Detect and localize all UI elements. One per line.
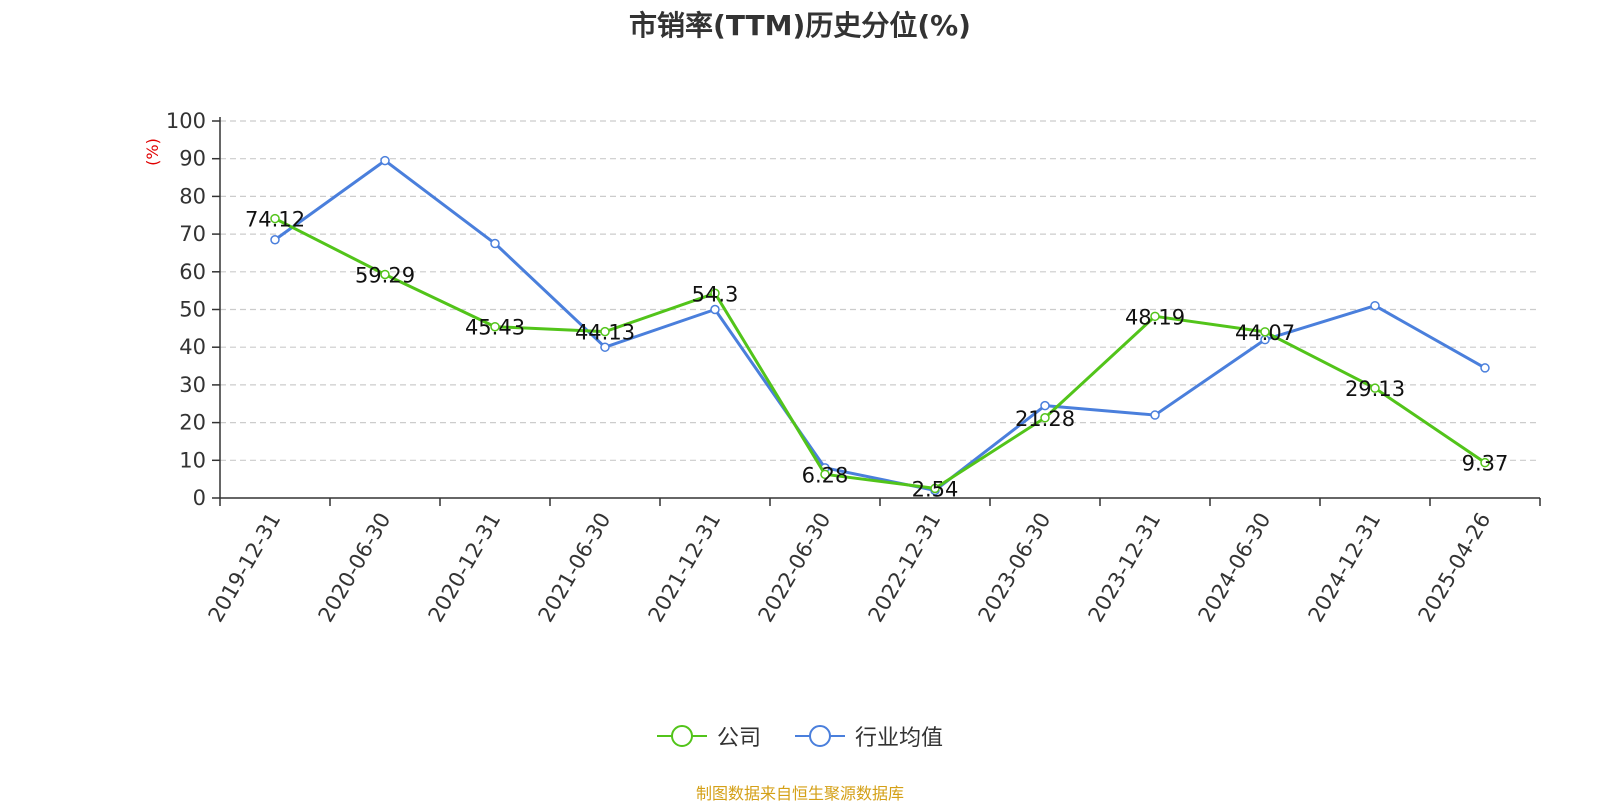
data-point <box>380 269 390 280</box>
data-label: 2.54 <box>912 477 959 501</box>
x-tick-label: 2024-06-30 <box>1194 509 1276 627</box>
data-point <box>710 304 720 315</box>
y-tick-label: 40 <box>179 335 206 359</box>
y-tick-label: 0 <box>193 486 206 510</box>
x-tick-label: 2021-06-30 <box>534 509 616 627</box>
y-tick-label: 80 <box>179 184 206 208</box>
grid-lines <box>220 120 1540 461</box>
x-tick-label: 2022-06-30 <box>754 509 836 627</box>
data-label: 54.3 <box>692 282 739 306</box>
x-tick-label: 2020-12-31 <box>424 509 506 627</box>
series-line-0 <box>274 217 1486 490</box>
legend-item-company[interactable]: 公司 <box>656 720 761 752</box>
data-point <box>270 235 280 245</box>
x-tick-label: 2023-06-30 <box>974 509 1056 627</box>
y-axis-label: (%) <box>143 138 162 166</box>
series-lines <box>270 155 1490 496</box>
data-label: 44.07 <box>1235 321 1295 345</box>
x-tick-label: 2020-06-30 <box>314 509 396 627</box>
y-tick-label: 100 <box>166 109 206 133</box>
data-point <box>490 321 500 332</box>
legend: 公司 行业均值 <box>0 720 1600 752</box>
legend-item-industry[interactable]: 行业均值 <box>795 720 943 752</box>
y-tick-label: 60 <box>179 260 206 284</box>
legend-label-company: 公司 <box>716 726 761 751</box>
data-point <box>490 238 500 249</box>
data-point <box>1150 410 1160 420</box>
chart-title: 市销率(TTM)历史分位(%) <box>629 9 971 42</box>
x-tick-label: 2025-04-26 <box>1414 509 1496 627</box>
data-point <box>1150 311 1160 322</box>
data-point <box>600 326 610 337</box>
legend-marker-company <box>656 725 707 747</box>
legend-label-industry: 行业均值 <box>855 726 944 751</box>
y-tick-label: 20 <box>179 411 206 435</box>
y-tick-label: 90 <box>179 147 206 171</box>
data-point <box>1480 363 1490 373</box>
data-label: 6.28 <box>802 463 849 487</box>
data-point <box>1370 383 1380 393</box>
data-point <box>1260 327 1270 337</box>
data-point <box>380 155 390 166</box>
data-label: 59.29 <box>355 263 415 287</box>
x-tick-label: 2021-12-31 <box>644 509 726 627</box>
y-tick-label: 30 <box>179 373 206 397</box>
data-point <box>1040 413 1050 423</box>
data-point <box>930 483 940 494</box>
x-tick-label: 2023-12-31 <box>1084 509 1166 627</box>
data-point <box>1040 400 1050 411</box>
data-point <box>270 213 280 224</box>
x-tick-label: 2022-12-31 <box>864 509 946 627</box>
data-label: 48.19 <box>1125 305 1185 329</box>
x-tick-label: 2019-12-31 <box>204 509 286 627</box>
source-note: 制图数据来自恒生聚源数据库 <box>695 784 904 803</box>
data-label: 29.13 <box>1345 377 1405 401</box>
data-label: 74.12 <box>245 208 305 232</box>
legend-marker-industry <box>795 725 845 747</box>
data-label: 21.28 <box>1015 407 1075 431</box>
data-label: 45.43 <box>465 316 525 340</box>
data-label: 9.37 <box>1462 452 1509 476</box>
data-labels: 74.12 59.29 45.43 44.13 54.3 6.28 2.54 21.28 48.… <box>245 208 1508 502</box>
data-label: 44.13 <box>575 321 635 345</box>
series-line-1 <box>274 159 1486 492</box>
data-point <box>710 288 720 299</box>
y-tick-label: 70 <box>179 222 206 246</box>
data-point <box>600 342 610 352</box>
x-tick-label: 2024-12-31 <box>1304 509 1386 627</box>
y-tick-label: 50 <box>179 298 206 322</box>
data-point <box>820 469 830 480</box>
y-tick-label: 10 <box>179 448 206 472</box>
data-point <box>1480 457 1490 468</box>
data-point <box>1370 300 1380 311</box>
